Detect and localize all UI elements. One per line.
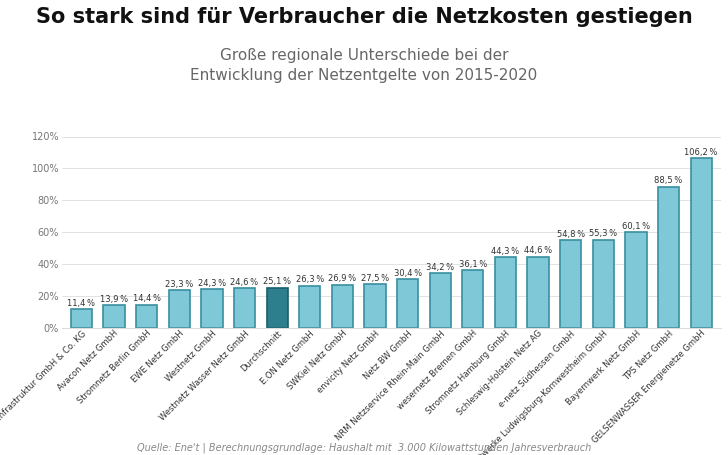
Bar: [202, 289, 223, 328]
Text: 36,1 %: 36,1 %: [459, 260, 487, 269]
Bar: [234, 288, 255, 328]
Text: 25,1 %: 25,1 %: [263, 278, 291, 286]
Bar: [560, 240, 581, 328]
Text: Große regionale Unterschiede bei der
Entwicklung der Netzentgelte von 2015-2020: Große regionale Unterschiede bei der Ent…: [191, 48, 537, 82]
Text: 23,3 %: 23,3 %: [165, 280, 194, 289]
Text: 44,6 %: 44,6 %: [524, 246, 552, 255]
Bar: [332, 285, 353, 328]
Bar: [365, 284, 386, 328]
Text: 27,5 %: 27,5 %: [361, 273, 389, 283]
Bar: [625, 232, 646, 328]
Bar: [136, 305, 157, 328]
Text: So stark sind für Verbraucher die Netzkosten gestiegen: So stark sind für Verbraucher die Netzko…: [36, 7, 692, 27]
Text: 54,8 %: 54,8 %: [557, 230, 585, 239]
Bar: [691, 158, 712, 328]
Text: 26,9 %: 26,9 %: [328, 274, 357, 283]
Text: 13,9 %: 13,9 %: [100, 295, 128, 304]
Bar: [593, 239, 614, 328]
Text: 24,6 %: 24,6 %: [231, 278, 258, 287]
Bar: [71, 309, 92, 328]
Bar: [169, 290, 190, 328]
Text: 55,3 %: 55,3 %: [589, 229, 617, 238]
Bar: [658, 187, 679, 328]
Text: 60,1 %: 60,1 %: [622, 222, 650, 231]
Text: 88,5 %: 88,5 %: [654, 177, 683, 185]
Bar: [299, 286, 320, 328]
Bar: [103, 305, 124, 328]
Text: 24,3 %: 24,3 %: [198, 278, 226, 288]
Text: 34,2 %: 34,2 %: [426, 263, 454, 272]
Bar: [495, 257, 516, 328]
Text: 14,4 %: 14,4 %: [132, 294, 161, 303]
Text: 44,3 %: 44,3 %: [491, 247, 520, 256]
Text: 26,3 %: 26,3 %: [296, 275, 324, 284]
Bar: [266, 288, 288, 328]
Text: 106,2 %: 106,2 %: [684, 148, 718, 157]
Bar: [397, 279, 418, 328]
Text: 11,4 %: 11,4 %: [68, 299, 95, 308]
Text: 30,4 %: 30,4 %: [394, 269, 422, 278]
Text: Quelle: Ene't | Berechnungsgrundlage: Haushalt mit  3.000 Kilowattstunden Jahres: Quelle: Ene't | Berechnungsgrundlage: Ha…: [137, 442, 591, 453]
Bar: [528, 257, 549, 328]
Bar: [462, 270, 483, 328]
Bar: [430, 273, 451, 328]
